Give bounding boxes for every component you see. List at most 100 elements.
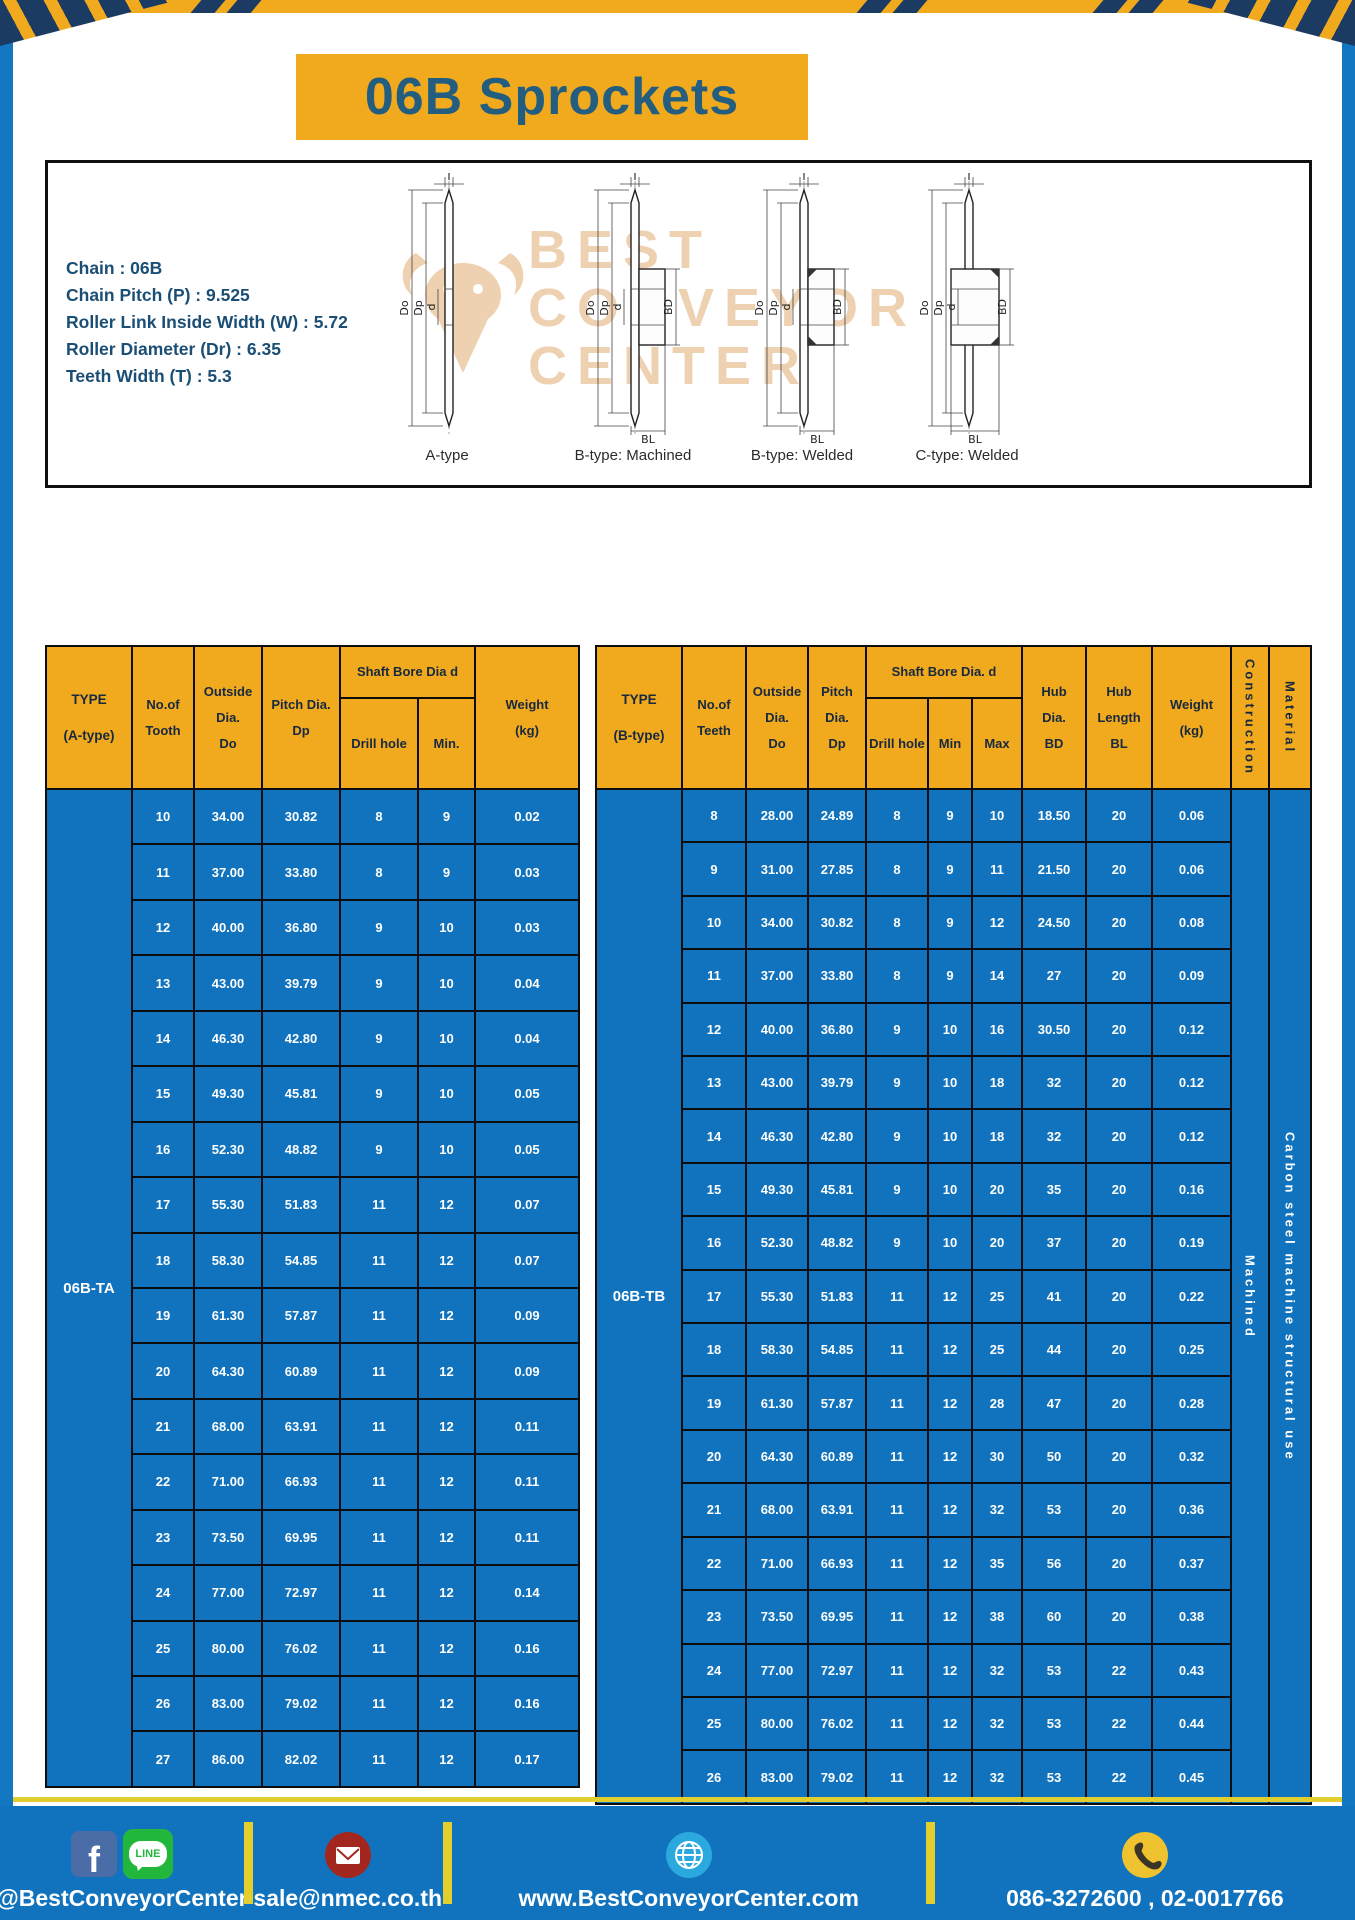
table-cell: 41 <box>1021 1268 1087 1325</box>
chain-specs: Chain : 06B Chain Pitch (P) : 9.525 Roll… <box>66 255 348 390</box>
table-cell: 0.16 <box>474 1619 580 1678</box>
spec-line: Roller Link Inside Width (W) : 5.72 <box>66 312 348 332</box>
table-cell: 0.11 <box>474 1397 580 1456</box>
table-cell: 11 <box>339 1564 419 1622</box>
table-cell: 12 <box>417 1564 476 1622</box>
table-cell: 20 <box>131 1342 195 1400</box>
table-cell: 66.93 <box>261 1453 341 1511</box>
drawing-label: C-type: Welded <box>915 447 1019 464</box>
table-cell: 61.30 <box>744 1375 809 1431</box>
table-cell: 71.00 <box>193 1453 263 1511</box>
table-cell: 76.02 <box>261 1619 341 1678</box>
table-cell: 28.00 <box>744 787 809 844</box>
table-cell: 11 <box>339 1342 419 1400</box>
table-row: 24 77.00 72.97 11 12 0.14 <box>131 1564 580 1622</box>
table-cell: 15 <box>131 1065 195 1123</box>
table-row: 10 34.00 30.82 8 9 12 24.50 20 0.08 <box>680 894 1232 951</box>
col-header-hub-length: Hub Length BL <box>1085 645 1153 790</box>
table-cell: 19 <box>131 1286 195 1345</box>
col-header-type-a: TYPE (A-type) <box>47 647 131 790</box>
table-cell: 11 <box>864 1375 929 1431</box>
table-cell: 9 <box>926 841 973 897</box>
table-cell: 10 <box>680 894 747 951</box>
table-cell: 12 <box>417 1730 476 1788</box>
sprocket-drawing-b-type-welded: T Do Dp d BD BL B-typ <box>727 173 877 464</box>
table-cell: 10 <box>926 1215 973 1271</box>
material-column: Material Carbon steel machine structural… <box>1268 645 1312 1805</box>
table-cell: 0.07 <box>474 1231 580 1289</box>
table-row: 23 73.50 69.95 11 12 0.11 <box>131 1508 580 1567</box>
table-cell: 11 <box>864 1535 929 1592</box>
table-cell: 8 <box>864 841 929 897</box>
table-cell: 31.00 <box>744 841 809 897</box>
table-cell: 72.97 <box>261 1564 341 1622</box>
table-cell: 45.81 <box>806 1161 867 1218</box>
table-cell: 11 <box>864 1749 929 1805</box>
data-table-b: No.of Teeth Outside Dia. Do Pitch Dia. D… <box>680 645 1232 1805</box>
col-header-teeth: No.of Teeth <box>680 645 747 790</box>
table-cell: 45.81 <box>261 1065 341 1123</box>
title-banner: 06B Sprockets <box>296 54 808 140</box>
table-cell: 20 <box>1085 1001 1153 1058</box>
table-cell: 40.00 <box>193 898 263 957</box>
svg-text:BL: BL <box>968 433 983 445</box>
col-header-shaft-bore-group: Shaft Bore Dia. d <box>864 645 1024 699</box>
table-cell: 42.80 <box>261 1009 341 1068</box>
table-cell: 8 <box>339 843 419 901</box>
table-cell: 35 <box>1021 1161 1087 1218</box>
type-column-b: TYPE (B-type) 06B-TB <box>595 645 683 1805</box>
table-cell: 0.12 <box>1151 1108 1232 1164</box>
table-cell: 8 <box>864 948 929 1004</box>
footer-website-text: www.BestConveyorCenter.com <box>518 1885 859 1911</box>
col-header-weight: Weight (kg) <box>1151 645 1232 790</box>
page-border-left <box>0 0 13 1920</box>
svg-text:BD: BD <box>662 299 675 315</box>
table-cell: 57.87 <box>261 1286 341 1345</box>
table-cell: 24.50 <box>1021 894 1087 951</box>
table-cell: 10 <box>417 1065 476 1123</box>
page-title: 06B Sprockets <box>364 68 740 126</box>
drawing-label: A-type <box>425 447 469 464</box>
footer-social: f LINE @BestConveyorCenter <box>0 1806 248 1920</box>
table-cell: 40.00 <box>744 1001 809 1058</box>
drawing-label: B-type: Machined <box>574 447 692 464</box>
table-cell: 0.19 <box>1151 1215 1232 1271</box>
table-cell: 11 <box>339 1176 419 1234</box>
sprocket-drawing-b-type-machined: T Do Dp d BD BL B-type: Machined <box>558 173 708 464</box>
table-cell: 0.17 <box>474 1730 580 1788</box>
table-cell: 0.44 <box>1151 1695 1232 1752</box>
table-cell: 8 <box>864 787 929 844</box>
table-cell: 0.05 <box>474 1065 580 1123</box>
table-cell: 9 <box>864 1215 929 1271</box>
col-header-pitch: Pitch Dia. Dp <box>806 645 867 790</box>
table-cell: 9 <box>926 948 973 1004</box>
table-cell: 23 <box>680 1589 747 1645</box>
footer-separator <box>442 1822 452 1904</box>
footer-separator <box>243 1822 253 1904</box>
col-header-pitch: Pitch Dia. Dp <box>261 645 341 790</box>
col-header-max: Max <box>970 697 1024 790</box>
table-cell: 32 <box>1021 1108 1087 1164</box>
table-cell: 33.80 <box>806 948 867 1004</box>
table-cell: 12 <box>680 1001 747 1058</box>
line-bubble-tail <box>134 1862 144 1873</box>
mail-icon <box>324 1832 371 1878</box>
footer-bar: f LINE @BestConveyorCenter sale@nmec.co.… <box>0 1806 1355 1920</box>
table-row: 26 83.00 79.02 11 12 32 53 22 0.45 <box>680 1749 1232 1805</box>
table-row: 18 58.30 54.85 11 12 0.07 <box>131 1231 580 1289</box>
table-cell: 27 <box>1021 948 1087 1004</box>
col-header-outside: Outside Dia. Do <box>744 645 809 790</box>
table-cell: 30 <box>970 1428 1024 1485</box>
table-cell: 18 <box>970 1108 1024 1164</box>
table-row: 18 58.30 54.85 11 12 25 44 20 0.25 <box>680 1322 1232 1378</box>
table-cell: 36.80 <box>261 898 341 957</box>
table-cell: 10 <box>417 1120 476 1179</box>
svg-text:BL: BL <box>810 433 825 445</box>
globe-icon <box>665 1832 712 1878</box>
drawing-label: B-type: Welded <box>750 447 854 464</box>
table-cell: 58.30 <box>193 1231 263 1289</box>
table-cell: 12 <box>926 1482 973 1538</box>
table-cell: 14 <box>970 948 1024 1004</box>
table-cell: 13 <box>680 1055 747 1111</box>
